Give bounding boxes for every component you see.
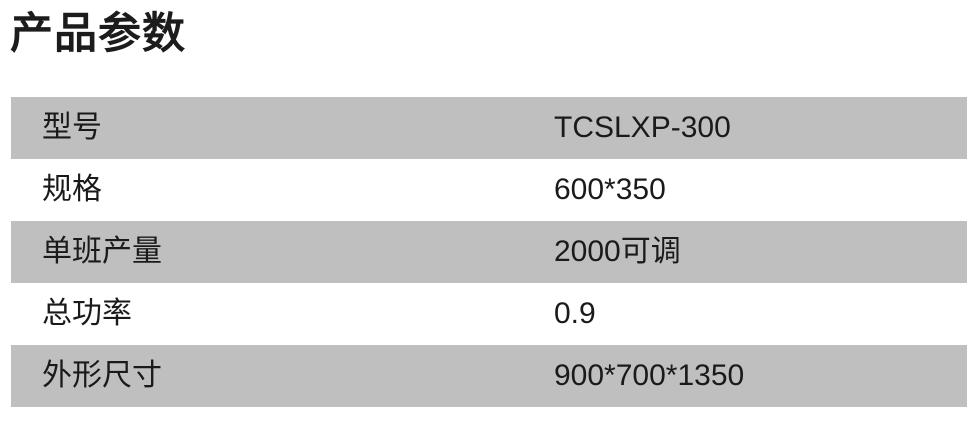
table-row: 规格 600*350	[11, 159, 967, 221]
spec-label: 规格	[42, 173, 102, 206]
table-row: 型号 TCSLXP-300	[11, 97, 967, 159]
spec-label: 单班产量	[42, 235, 162, 268]
table-row: 单班产量 2000可调	[11, 221, 967, 283]
spec-label: 型号	[42, 111, 102, 144]
spec-value: TCSLXP-300	[554, 111, 731, 144]
spec-value: 0.9	[554, 297, 596, 330]
spec-table-body: 型号 TCSLXP-300 规格 600*350 单班产量 2000可调 总功率…	[11, 97, 967, 407]
table-row: 总功率 0.9	[11, 283, 967, 345]
page-title: 产品参数	[10, 10, 186, 58]
spec-value: 900*700*1350	[554, 359, 745, 392]
spec-value: 2000可调	[554, 235, 681, 268]
spec-table: 型号 TCSLXP-300 规格 600*350 单班产量 2000可调 总功率…	[11, 97, 967, 407]
spec-value: 600*350	[554, 173, 666, 206]
spec-label: 外形尺寸	[42, 359, 162, 392]
spec-label: 总功率	[42, 297, 132, 330]
table-row: 外形尺寸 900*700*1350	[11, 345, 967, 407]
